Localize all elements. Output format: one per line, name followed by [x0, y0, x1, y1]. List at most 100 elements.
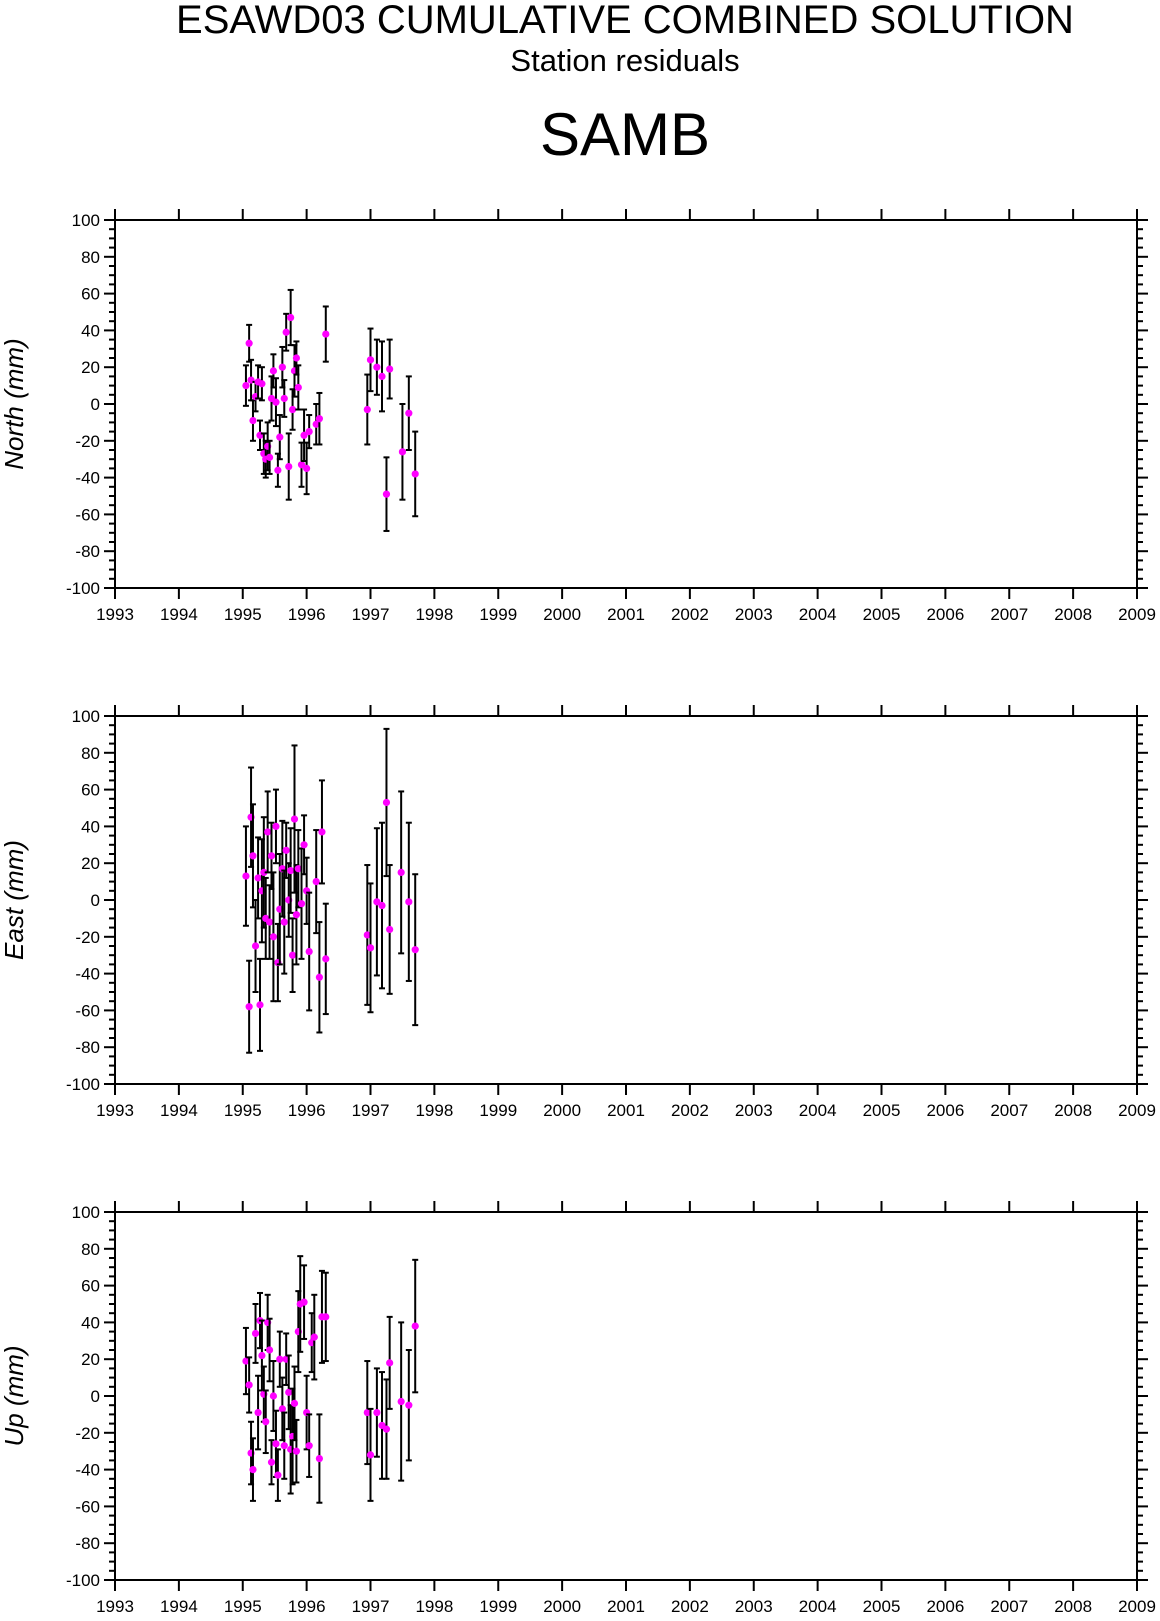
y-tick-label: -100: [66, 579, 100, 598]
y-tick-label: 20: [81, 854, 100, 873]
point-marker: [305, 1442, 313, 1450]
point-marker: [411, 946, 419, 954]
y-tick-label: 40: [81, 817, 100, 836]
data-point: [397, 1321, 405, 1482]
point-marker: [322, 955, 330, 963]
point-marker: [280, 918, 288, 926]
point-marker: [285, 462, 293, 471]
plot-frame-east: [114, 715, 1138, 1085]
data-point: [315, 391, 323, 446]
point-marker: [280, 1442, 288, 1450]
data-point: [305, 414, 313, 450]
point-marker: [242, 872, 250, 880]
point-marker: [310, 1333, 318, 1341]
point-marker: [282, 328, 290, 336]
point-marker: [272, 822, 280, 831]
x-tick-label: 1993: [96, 1597, 134, 1616]
point-marker: [315, 1454, 323, 1463]
panel-up: 1993 1994 1995 1996 1997 1998 1999 2000 2001 2002…: [0, 1201, 1156, 1616]
x-tick-label: 1994: [160, 605, 198, 624]
point-marker: [276, 433, 284, 441]
y-tick-label: -40: [75, 469, 100, 488]
point-marker: [276, 1355, 284, 1363]
point-marker: [274, 466, 282, 474]
y-tick-label: -60: [75, 1001, 100, 1020]
point-marker: [274, 1471, 282, 1479]
point-marker: [251, 942, 260, 950]
x-tick-label: 1993: [96, 605, 134, 624]
data-point: [398, 403, 407, 501]
data-point: [265, 884, 274, 960]
data-point: [249, 399, 257, 442]
point-marker: [249, 1466, 257, 1474]
y-tick-label: -40: [75, 965, 100, 984]
point-marker: [373, 363, 381, 371]
panels: 1993 1994 1995 1996 1997 1998 1999 2000 2001 2002…: [0, 209, 1156, 1616]
data-point: [274, 1448, 282, 1502]
y-tick-label: -60: [75, 505, 100, 524]
x-tick-label: 1996: [288, 1597, 326, 1616]
x-tick-label: 2009: [1118, 1597, 1156, 1616]
y-tick-label: -80: [75, 542, 100, 561]
data-point: [322, 305, 330, 363]
y-tick-label: -20: [75, 928, 100, 947]
y-tick-label: -100: [66, 1075, 100, 1094]
data-point: [382, 1378, 391, 1480]
station-name: SAMB: [540, 101, 710, 168]
data-point: [292, 340, 301, 376]
y-tick-label: -100: [66, 1571, 100, 1590]
point-marker: [256, 1001, 264, 1009]
x-tick-label: 2003: [735, 605, 773, 624]
point-marker: [265, 453, 274, 461]
data-point: [282, 312, 290, 352]
point-marker: [251, 1329, 260, 1338]
y-tick-label: 80: [81, 248, 100, 267]
data-point: [292, 1418, 301, 1484]
data-point: [303, 856, 311, 925]
point-marker: [269, 933, 278, 941]
data-point: [242, 825, 250, 927]
point-marker: [318, 828, 326, 836]
x-tick-label: 1998: [415, 605, 453, 624]
data-point: [267, 1439, 276, 1486]
data-point: [378, 821, 386, 990]
point-marker: [363, 405, 371, 414]
point-marker: [305, 428, 313, 436]
point-marker: [260, 868, 268, 877]
point-marker: [264, 828, 272, 836]
y-tick-label: 100: [72, 1203, 100, 1222]
point-marker: [382, 798, 391, 807]
data-point: [411, 430, 419, 518]
point-marker: [303, 464, 311, 472]
point-marker: [272, 398, 280, 406]
y-axis-label-east: East (mm): [0, 840, 29, 960]
data-point: [254, 836, 262, 920]
data-point: [272, 377, 280, 428]
data-point: [366, 327, 375, 393]
x-tick-label: 2002: [671, 1101, 709, 1120]
point-marker: [287, 866, 295, 875]
data-point: [288, 917, 297, 993]
point-marker: [297, 900, 306, 908]
point-marker: [363, 1408, 371, 1417]
point-marker: [366, 944, 375, 952]
point-marker: [378, 901, 386, 910]
x-tick-label: 2000: [543, 1597, 581, 1616]
data-point: [405, 821, 413, 982]
point-marker: [363, 931, 371, 939]
data-point: [405, 1349, 413, 1462]
y-tick-label: 0: [91, 891, 100, 910]
point-marker: [262, 1418, 270, 1426]
data-point: [386, 864, 394, 995]
data-point: [315, 921, 323, 1034]
x-tick-label: 2002: [671, 605, 709, 624]
data-point: [264, 790, 272, 874]
data-point: [285, 432, 293, 501]
data-point: [411, 873, 419, 1027]
x-tick-label: 2001: [607, 1597, 645, 1616]
point-marker: [269, 367, 278, 375]
point-marker: [258, 1351, 266, 1360]
y-tick-label: 20: [81, 1350, 100, 1369]
x-tick-label: 2000: [543, 605, 581, 624]
point-marker: [267, 852, 276, 860]
